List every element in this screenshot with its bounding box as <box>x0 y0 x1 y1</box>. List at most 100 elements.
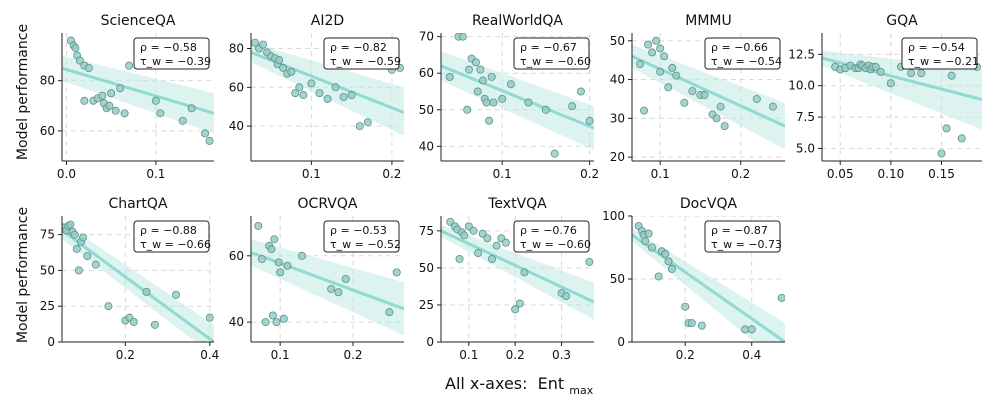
data-point <box>482 98 491 107</box>
y-tick-label: 40 <box>229 315 244 329</box>
y-tick-label: 80 <box>40 74 55 88</box>
data-point <box>485 116 494 125</box>
tau-value: τ_w = −0.73 <box>711 238 782 251</box>
data-point <box>917 69 926 78</box>
stats-box <box>901 37 978 70</box>
data-point <box>524 98 533 107</box>
data-point <box>487 72 496 81</box>
panel-title: MMMU <box>685 13 731 29</box>
data-point <box>129 317 138 326</box>
data-point <box>647 243 656 252</box>
plot-area <box>822 33 982 161</box>
data-point <box>259 40 268 49</box>
x-tick-label: 0.1 <box>459 348 478 362</box>
y-tick-label: 0 <box>426 335 434 349</box>
y-tick-label: 10.0 <box>788 79 815 93</box>
data-point <box>150 320 159 329</box>
y-tick-label: 70 <box>419 30 434 44</box>
data-point <box>648 48 657 57</box>
data-point <box>268 311 277 320</box>
rho-value: ρ = −0.87 <box>711 224 768 237</box>
data-point <box>471 58 480 67</box>
stats-box <box>323 37 400 70</box>
data-point <box>681 302 690 311</box>
data-point <box>644 229 653 238</box>
x-tick-label: 0.2 <box>343 348 362 362</box>
data-point <box>66 220 75 229</box>
data-point <box>487 254 496 263</box>
data-point <box>71 44 80 53</box>
data-point <box>84 64 93 73</box>
y-tick-label: 40 <box>419 139 434 153</box>
panel-title: AI2D <box>311 13 344 29</box>
y-tick-label: 75 <box>40 228 55 242</box>
data-point <box>660 52 669 61</box>
data-point <box>171 290 180 299</box>
panel-gqa: 0.05 0.10 0.15 5.0 7.5 10.0 12.5 GQA ρ = −0.54τ_… <box>788 13 982 181</box>
data-point <box>541 105 550 114</box>
data-point <box>120 109 129 118</box>
panel-title: DocVQA <box>680 196 738 212</box>
data-point <box>464 65 473 74</box>
panel-title: RealWorldQA <box>472 13 563 29</box>
panel-title: ChartQA <box>108 196 167 212</box>
y-axis-label-row2: Model performance <box>15 207 31 343</box>
data-point <box>91 260 100 269</box>
x-tick-label: 0.15 <box>928 167 955 181</box>
data-point <box>752 94 761 103</box>
data-point <box>156 109 165 118</box>
data-point <box>473 87 482 96</box>
data-point <box>489 98 498 107</box>
data-point <box>644 40 653 49</box>
plot-area <box>632 33 785 161</box>
data-point <box>492 241 501 250</box>
data-point <box>585 257 594 266</box>
data-point <box>111 106 120 115</box>
data-point <box>463 105 472 114</box>
data-point <box>654 272 663 281</box>
plot-area <box>251 33 404 161</box>
y-tick-label: 50 <box>40 263 55 277</box>
data-point <box>585 116 594 125</box>
tau-value: τ_w = −0.39 <box>140 55 211 68</box>
stats-box <box>513 37 590 70</box>
data-point <box>667 264 676 273</box>
data-point <box>720 122 729 131</box>
data-point <box>205 313 214 322</box>
plot-area <box>632 216 785 342</box>
data-point <box>72 244 81 253</box>
x-tick-label: 0.1 <box>146 167 165 181</box>
panel-title: TextVQA <box>487 196 547 212</box>
x-tick-label: 0.3 <box>552 348 571 362</box>
data-point <box>937 149 946 158</box>
x-tick-label: 0.05 <box>827 167 854 181</box>
plot-area <box>62 33 214 161</box>
data-point <box>270 235 279 244</box>
data-point <box>469 226 478 235</box>
data-point <box>697 321 706 330</box>
data-point <box>283 261 292 270</box>
data-point <box>664 83 673 92</box>
data-point <box>323 94 332 103</box>
data-point <box>334 288 343 297</box>
rho-value: ρ = −0.54 <box>908 41 965 54</box>
data-point <box>515 299 524 308</box>
data-point <box>201 129 210 138</box>
data-point <box>107 89 116 98</box>
data-point <box>355 122 364 131</box>
data-point <box>886 79 895 88</box>
y-tick-label: 40 <box>610 73 625 87</box>
data-point <box>907 69 916 78</box>
x-tick-label: 0.2 <box>116 348 135 362</box>
rho-value: ρ = −0.76 <box>520 224 577 237</box>
data-point <box>562 292 571 301</box>
data-point <box>688 87 697 96</box>
data-point <box>871 62 880 71</box>
x-tick-label: 0.1 <box>302 167 321 181</box>
tau-value: τ_w = −0.52 <box>330 238 401 251</box>
data-point <box>125 61 134 70</box>
y-tick-label: 25 <box>419 298 434 312</box>
panel-scienceqa: 0.0 0.1 60 80 ScienceQA ρ = −0.58τ_w = −0.39 <box>40 13 214 181</box>
data-point <box>307 79 316 88</box>
